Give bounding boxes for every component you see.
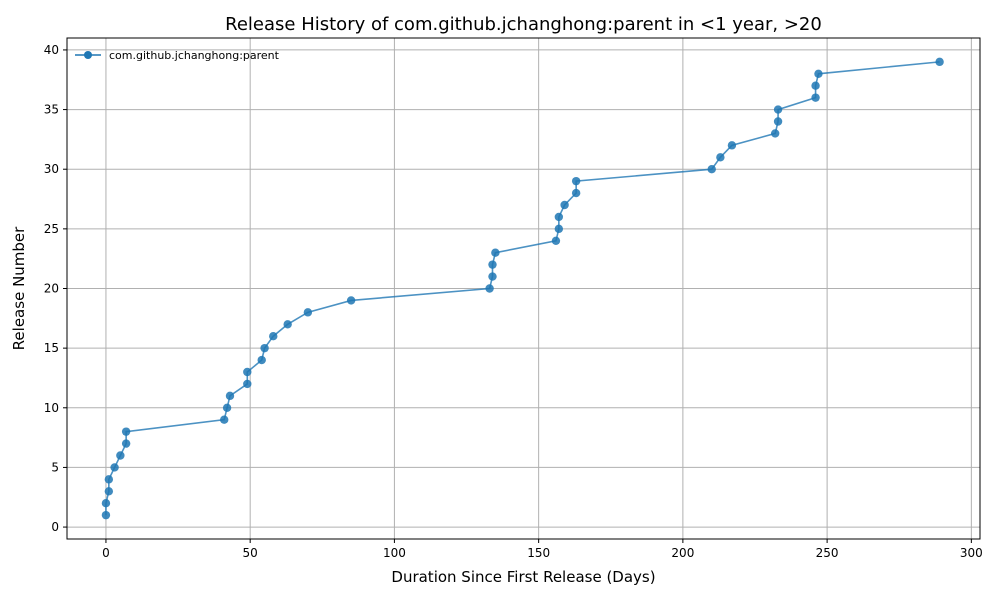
y-tick-label: 25 [44,222,59,236]
data-point [121,427,131,436]
data-point [225,391,235,401]
data-point [260,343,269,353]
x-tick-label: 50 [243,546,258,560]
data-point [770,129,780,138]
axis-ticks: 0 50 100 150 200 250 300 0 5 10 15 20 25 30 35 40 [44,43,983,560]
y-tick-label: 20 [44,282,59,296]
data-point [811,81,820,90]
data-point [571,188,581,198]
data-point [346,296,356,305]
y-tick-label: 30 [44,162,59,176]
data-point [716,153,725,162]
data-point [811,93,820,102]
data-point [220,415,229,424]
x-axis-label: Duration Since First Release (Days) [391,568,655,586]
data-point [222,403,232,412]
data-point [283,320,292,329]
x-tick-label: 200 [671,546,694,560]
chart-title: Release History of com.github.jchanghong… [225,14,822,35]
x-tick-label: 100 [383,546,406,560]
y-tick-label: 0 [51,520,59,534]
data-point [554,212,564,222]
x-tick-label: 300 [960,546,983,560]
y-axis-label: Release Number [10,226,28,350]
data-point [104,475,114,484]
x-tick-label: 0 [102,546,110,560]
data-point [814,69,823,78]
data-point [269,332,278,341]
data-point [488,272,497,281]
data-point [727,141,737,150]
y-tick-label: 15 [44,341,59,355]
data-point [257,355,266,365]
series-layer [101,57,944,520]
data-point [110,463,119,472]
x-tick-label: 150 [527,546,550,560]
data-point [243,367,252,377]
data-point [707,165,716,174]
data-point [243,379,252,389]
data-point [488,260,497,269]
y-tick-label: 10 [44,401,59,415]
data-point [104,487,114,496]
legend-marker-swatch [84,51,92,59]
data-point [571,176,581,186]
data-point [935,57,944,67]
data-point [773,105,783,114]
data-point [101,510,111,520]
x-tick-label: 250 [816,546,839,560]
data-point [485,284,494,293]
legend-label: com.github.jchanghong:parent [109,49,280,62]
data-point [116,451,125,460]
data-point [554,224,564,234]
grid-lines [67,38,980,539]
y-tick-label: 35 [44,103,59,117]
y-tick-label: 40 [44,43,59,57]
data-point [303,308,313,317]
data-point [101,499,111,508]
data-point [491,248,500,257]
data-point [773,117,783,126]
data-point [560,200,569,210]
y-tick-label: 5 [51,460,59,474]
legend: com.github.jchanghong:parent [75,49,280,62]
data-point [121,439,131,448]
data-point [551,236,561,245]
